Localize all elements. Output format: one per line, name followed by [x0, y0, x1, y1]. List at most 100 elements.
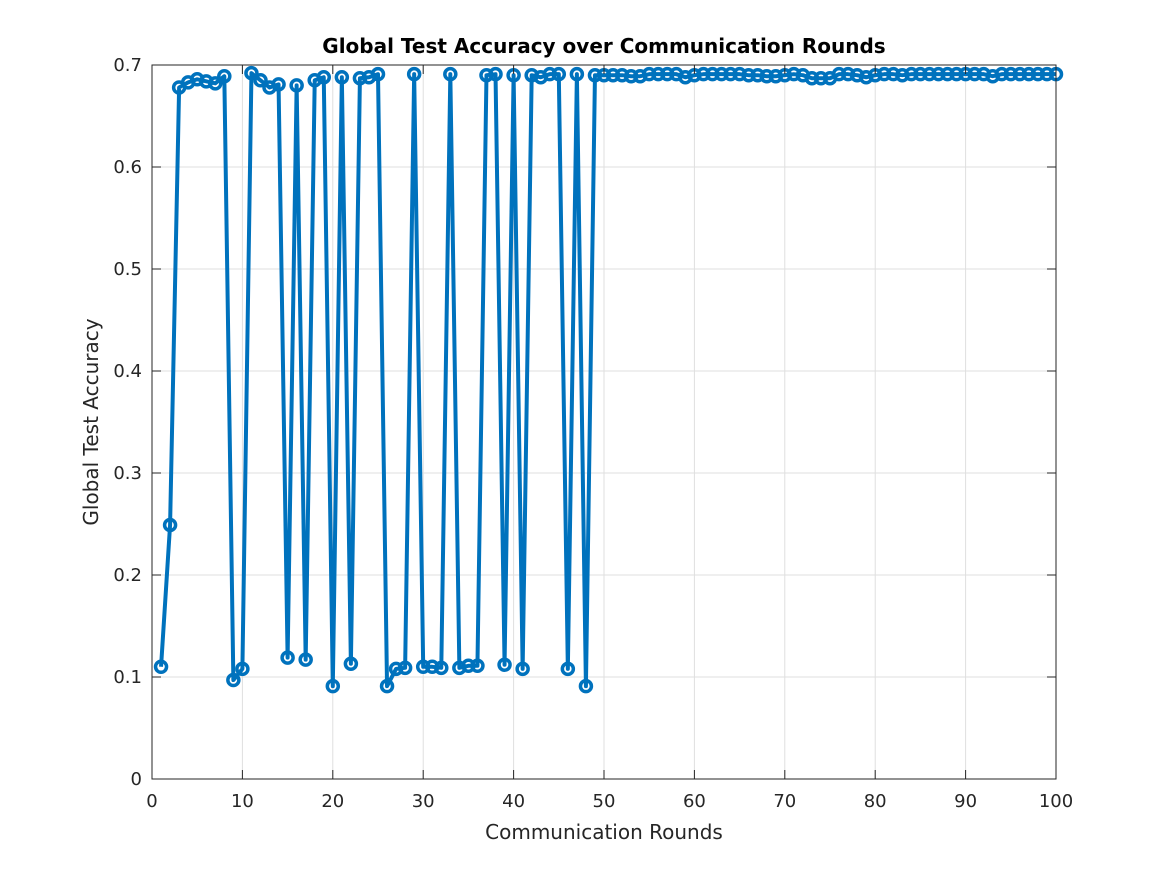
accuracy-line [159, 71, 1056, 689]
data-point [253, 73, 268, 88]
data-point [479, 67, 494, 83]
x-tick-label: 40 [502, 791, 525, 812]
data-point [840, 66, 856, 82]
data-point [316, 69, 332, 85]
x-tick-label: 80 [864, 791, 887, 812]
data-point [732, 66, 747, 82]
data-point [443, 66, 458, 82]
data-point [162, 517, 178, 533]
data-point [804, 71, 820, 86]
series-accuracy [153, 65, 1064, 694]
data-point [1003, 66, 1019, 82]
y-tick-label: 0.7 [113, 55, 142, 76]
data-point [786, 66, 802, 82]
data-point [931, 66, 946, 82]
x-axis-label: Communication Rounds [485, 820, 723, 844]
data-point [424, 659, 440, 675]
x-tick-label: 50 [593, 791, 616, 812]
x-tick-label: 70 [773, 791, 796, 812]
y-tick-label: 0.1 [113, 667, 142, 688]
chart-title: Global Test Accuracy over Communication … [322, 34, 885, 58]
data-point [967, 66, 982, 82]
y-tick-label: 0.6 [113, 157, 142, 178]
data-point [280, 650, 295, 665]
data-point [714, 66, 729, 82]
data-point [614, 67, 630, 83]
data-point [1039, 66, 1055, 82]
data-point [641, 66, 657, 82]
x-tick-label: 90 [954, 791, 977, 812]
x-tick-label: 0 [146, 791, 157, 812]
data-point [298, 652, 313, 667]
data-point [1030, 66, 1046, 82]
x-tick-label: 10 [231, 791, 254, 812]
data-point [244, 65, 259, 81]
data-point [705, 66, 720, 82]
data-point [886, 66, 901, 82]
data-point [587, 67, 603, 83]
data-point [1012, 66, 1028, 82]
data-point [415, 659, 431, 675]
data-point [153, 659, 169, 675]
data-point [370, 66, 386, 82]
data-point [922, 66, 937, 82]
data-point [723, 66, 738, 82]
data-point [605, 67, 621, 83]
data-point [750, 67, 765, 83]
data-point [551, 66, 567, 82]
y-tick-label: 0 [131, 769, 142, 790]
data-point [1021, 66, 1037, 82]
grid [152, 65, 1056, 779]
data-point [325, 678, 341, 694]
y-tick-label: 0.5 [113, 259, 142, 280]
data-point [895, 67, 910, 83]
y-axis-label: Global Test Accuracy [79, 318, 103, 525]
data-point [235, 661, 250, 677]
data-point [759, 68, 774, 84]
data-point [660, 66, 675, 82]
data-point [515, 661, 530, 677]
data-point [904, 66, 919, 82]
data-point [397, 660, 413, 676]
data-point [913, 66, 928, 82]
data-point [488, 66, 503, 82]
x-tick-label: 60 [683, 791, 706, 812]
data-point [741, 67, 756, 83]
data-point [569, 66, 585, 82]
x-tick-label: 20 [321, 791, 344, 812]
data-point [768, 68, 784, 84]
data-point [461, 658, 476, 674]
data-point [497, 657, 512, 673]
data-point [470, 658, 485, 674]
data-point [696, 66, 711, 82]
data-point [217, 68, 232, 84]
data-point [949, 66, 964, 82]
data-point [831, 66, 847, 82]
data-point [352, 71, 368, 86]
data-point [994, 66, 1010, 82]
y-tick-label: 0.3 [113, 463, 142, 484]
ticks: 0 10 20 30 40 50 60 70 80 90 100 0 0.1 0.2 0.3 0.4 0.5 0.… [113, 55, 1073, 812]
data-point [388, 661, 404, 677]
data-point [334, 69, 350, 85]
data-point [406, 66, 422, 82]
data-point [813, 71, 829, 86]
x-tick-label: 30 [412, 791, 435, 812]
data-point [578, 678, 594, 694]
data-point [542, 66, 558, 82]
data-point [434, 660, 449, 676]
data-point [226, 672, 241, 688]
data-point [379, 678, 395, 694]
y-tick-label: 0.2 [113, 565, 142, 586]
data-point [289, 78, 304, 93]
data-point [208, 76, 223, 91]
data-point [271, 77, 286, 92]
y-tick-label: 0.4 [113, 361, 142, 382]
data-point [623, 68, 639, 84]
data-point [343, 656, 359, 671]
data-point [940, 66, 955, 82]
x-tick-label: 100 [1039, 791, 1073, 812]
data-point [876, 66, 892, 82]
data-point [650, 66, 666, 82]
